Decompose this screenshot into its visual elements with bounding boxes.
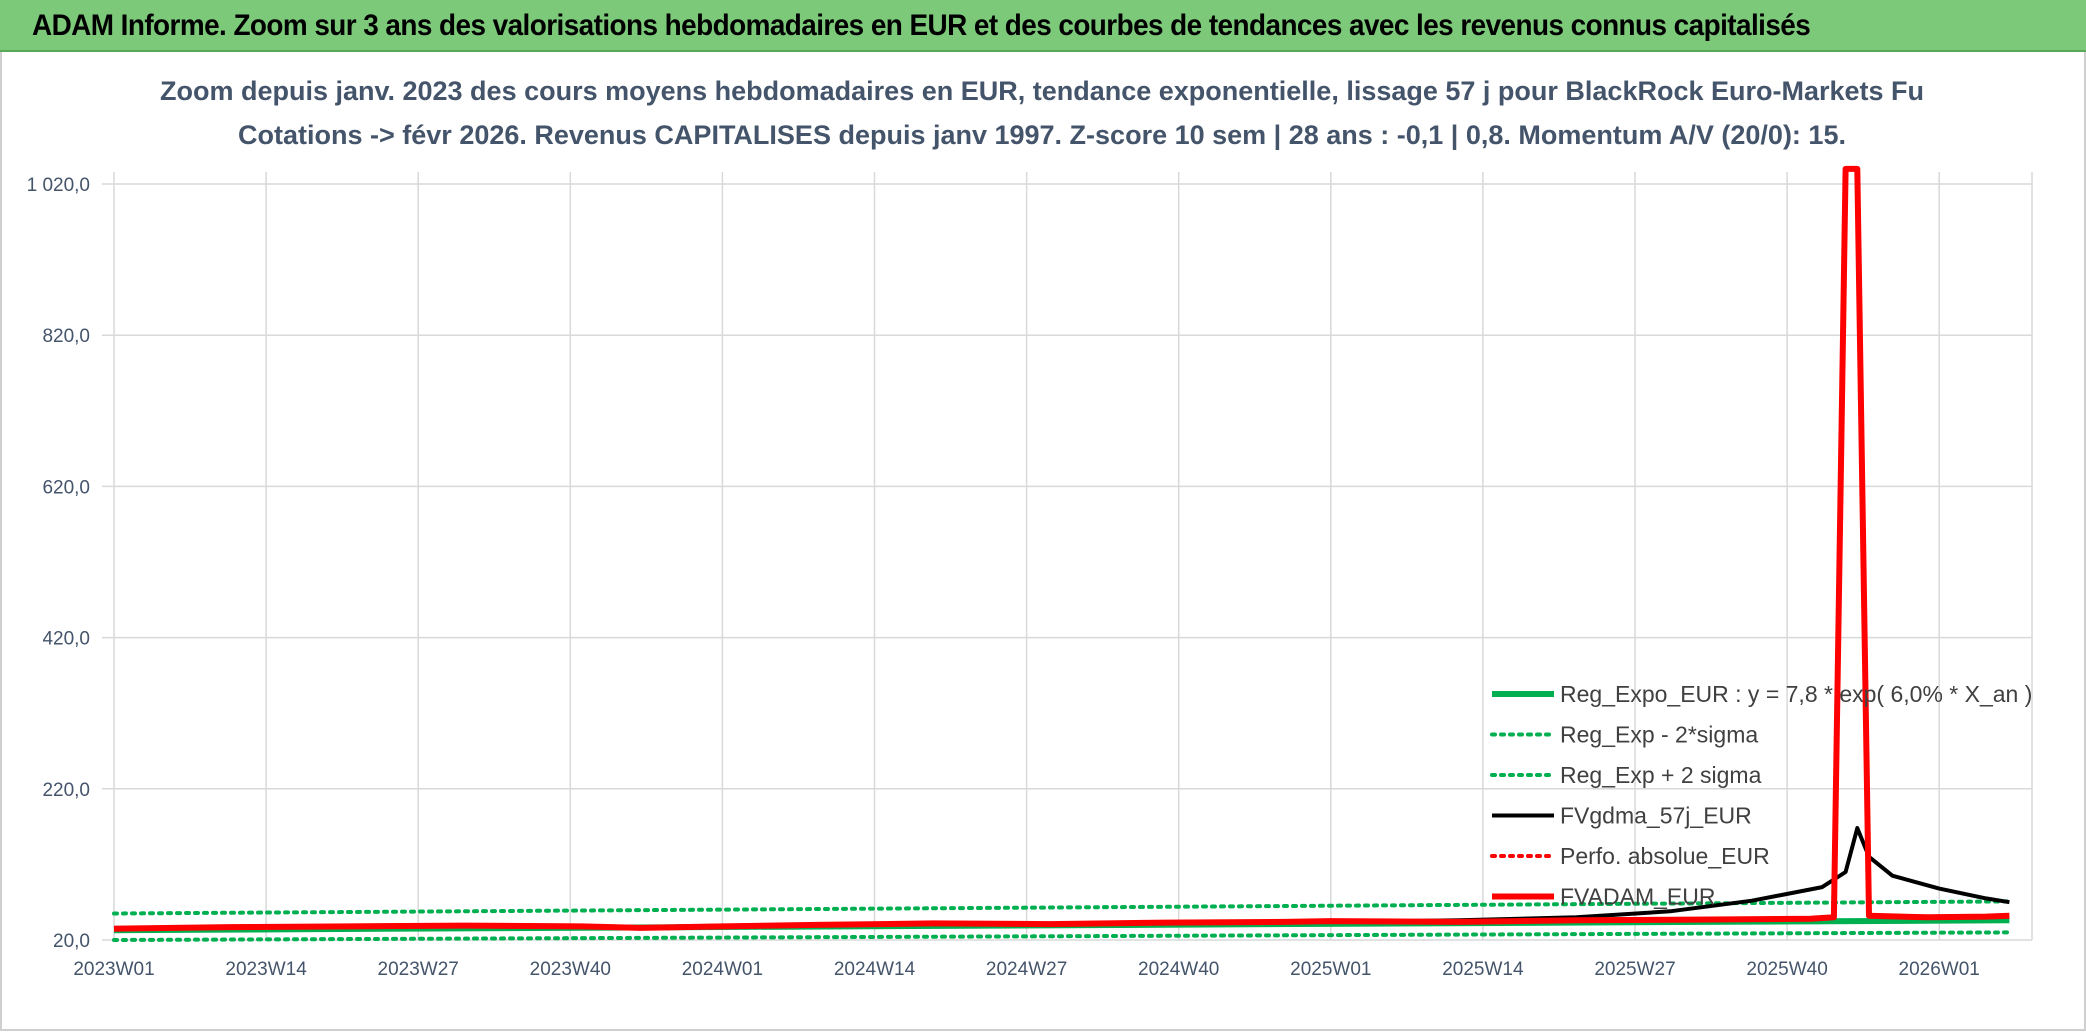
chart-frame: Zoom depuis janv. 2023 des cours moyens …	[0, 52, 2086, 1031]
legend-label: FVADAM_EUR	[1560, 884, 1716, 910]
y-tick-label: 820,0	[42, 326, 90, 347]
y-axis-ticks: 20,0 220,0 420,0 620,0 820,0 1 020,0	[27, 175, 90, 952]
x-tick-label: 2024W27	[986, 959, 1067, 980]
legend: Reg_Expo_EUR : y = 7,8 * exp( 6,0% * X_a…	[1490, 681, 2032, 910]
x-tick-label: 2025W27	[1594, 959, 1675, 980]
chart-title-line-2: Cotations -> févr 2026. Revenus CAPITALI…	[238, 120, 1846, 150]
x-tick-label: 2025W01	[1290, 959, 1371, 980]
series-line-2	[112, 899, 2012, 916]
x-tick-label: 2025W14	[1442, 959, 1524, 980]
x-tick-label: 2025W40	[1746, 959, 1827, 980]
x-tick-label: 2023W27	[378, 959, 459, 980]
chart-title-line-1: Zoom depuis janv. 2023 des cours moyens …	[160, 76, 1924, 106]
legend-label: Perfo. absolue_EUR	[1560, 843, 1770, 869]
series-lines	[112, 165, 2012, 942]
y-tick-label: 1 020,0	[27, 175, 90, 196]
legend-label: Reg_Exp + 2 sigma	[1560, 762, 1762, 788]
x-tick-label: 2023W14	[225, 959, 307, 980]
x-tick-label: 2023W01	[73, 959, 154, 980]
y-tick-label: 20,0	[53, 931, 90, 952]
x-tick-label: 2024W14	[834, 959, 916, 980]
series-line-5	[113, 165, 2010, 932]
x-tick-label: 2026W01	[1899, 959, 1980, 980]
series-line-1	[112, 930, 2012, 942]
x-tick-label: 2023W40	[530, 959, 611, 980]
y-tick-label: 420,0	[42, 629, 90, 650]
y-tick-label: 620,0	[42, 477, 90, 498]
banner-title: ADAM Informe. Zoom sur 3 ans des valoris…	[32, 9, 1811, 42]
legend-label: Reg_Exp - 2*sigma	[1560, 722, 1758, 748]
legend-label: Reg_Expo_EUR : y = 7,8 * exp( 6,0% * X_a…	[1560, 681, 2032, 707]
line-chart: Zoom depuis janv. 2023 des cours moyens …	[27, 76, 2033, 980]
gridlines	[102, 172, 2033, 941]
x-axis-ticks: 2023W01 2023W14 2023W27 2023W40 2024W01 2024W…	[73, 959, 1980, 980]
report-banner: ADAM Informe. Zoom sur 3 ans des valoris…	[0, 0, 2086, 52]
x-tick-label: 2024W01	[682, 959, 763, 980]
y-tick-label: 220,0	[42, 780, 90, 801]
x-tick-label: 2024W40	[1138, 959, 1219, 980]
legend-label: FVgdma_57j_EUR	[1560, 803, 1752, 829]
